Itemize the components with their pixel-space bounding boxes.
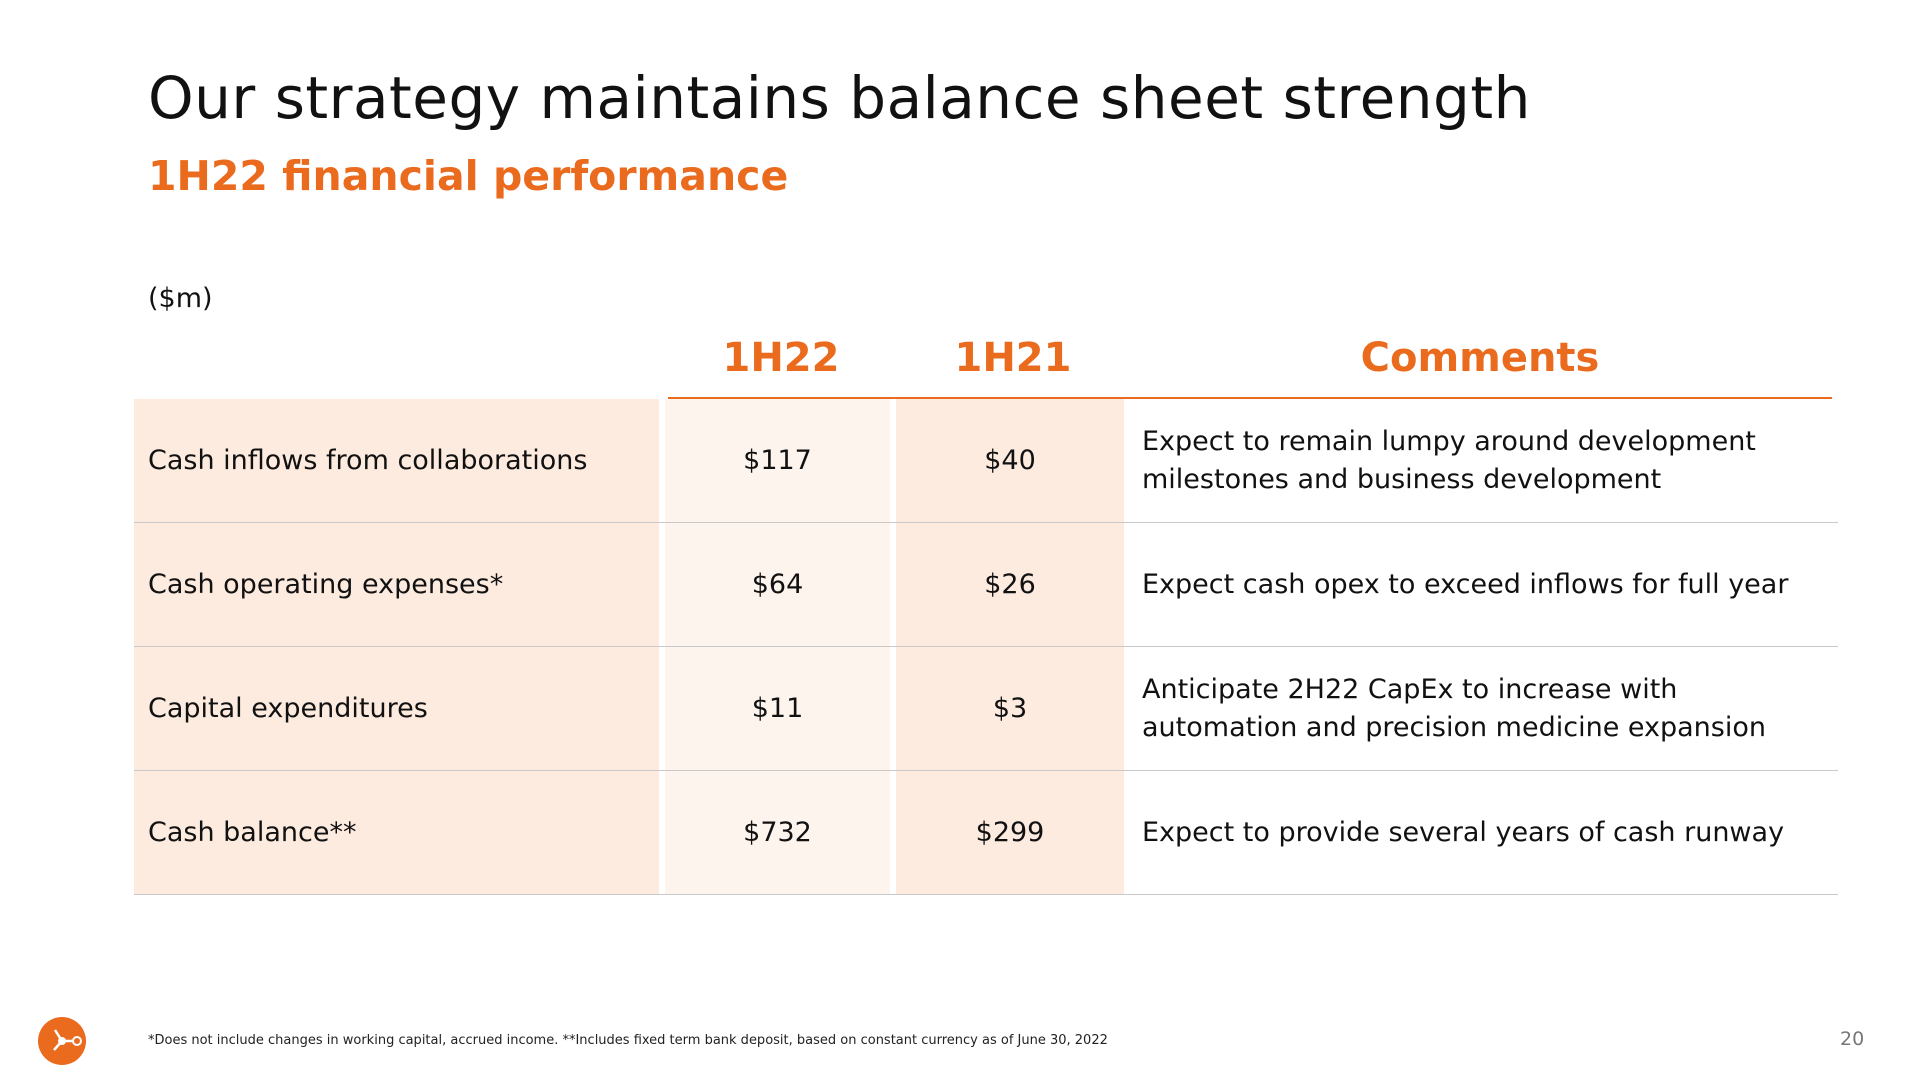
row-comment: Anticipate 2H22 CapEx to increase with a…	[1124, 647, 1838, 770]
value-1h22: $11	[665, 647, 890, 770]
row-comment: Expect to remain lumpy around developmen…	[1124, 399, 1838, 522]
row-label: Cash balance**	[134, 771, 659, 894]
row-label: Capital expenditures	[134, 647, 659, 770]
column-header-1h22: 1H22	[722, 335, 840, 381]
table-row: Cash balance** $732 $299 Expect to provi…	[134, 771, 1838, 895]
row-comment: Expect cash opex to exceed inflows for f…	[1124, 523, 1838, 646]
page-number: 20	[1840, 1028, 1865, 1050]
value-1h22: $732	[665, 771, 890, 894]
value-1h21: $40	[896, 399, 1124, 522]
molecule-logo-icon	[38, 1017, 86, 1065]
value-1h21: $26	[896, 523, 1124, 646]
footnote: *Does not include changes in working cap…	[148, 1033, 1108, 1048]
table-row: Capital expenditures $11 $3 Anticipate 2…	[134, 647, 1838, 771]
financial-table: Cash inflows from collaborations $117 $4…	[134, 399, 1838, 895]
row-comment: Expect to provide several years of cash …	[1124, 771, 1838, 894]
column-header-comments: Comments	[1360, 335, 1600, 381]
page-subtitle: 1H22 financial performance	[148, 152, 789, 200]
column-header-1h21: 1H21	[954, 335, 1072, 381]
table-row: Cash operating expenses* $64 $26 Expect …	[134, 523, 1838, 647]
row-label: Cash operating expenses*	[134, 523, 659, 646]
value-1h22: $117	[665, 399, 890, 522]
value-1h22: $64	[665, 523, 890, 646]
value-1h21: $3	[896, 647, 1124, 770]
row-label: Cash inflows from collaborations	[134, 399, 659, 522]
page-title: Our strategy maintains balance sheet str…	[148, 64, 1531, 132]
value-1h21: $299	[896, 771, 1124, 894]
unit-label: ($m)	[148, 283, 213, 314]
header-rule	[668, 397, 1832, 399]
table-row: Cash inflows from collaborations $117 $4…	[134, 399, 1838, 523]
